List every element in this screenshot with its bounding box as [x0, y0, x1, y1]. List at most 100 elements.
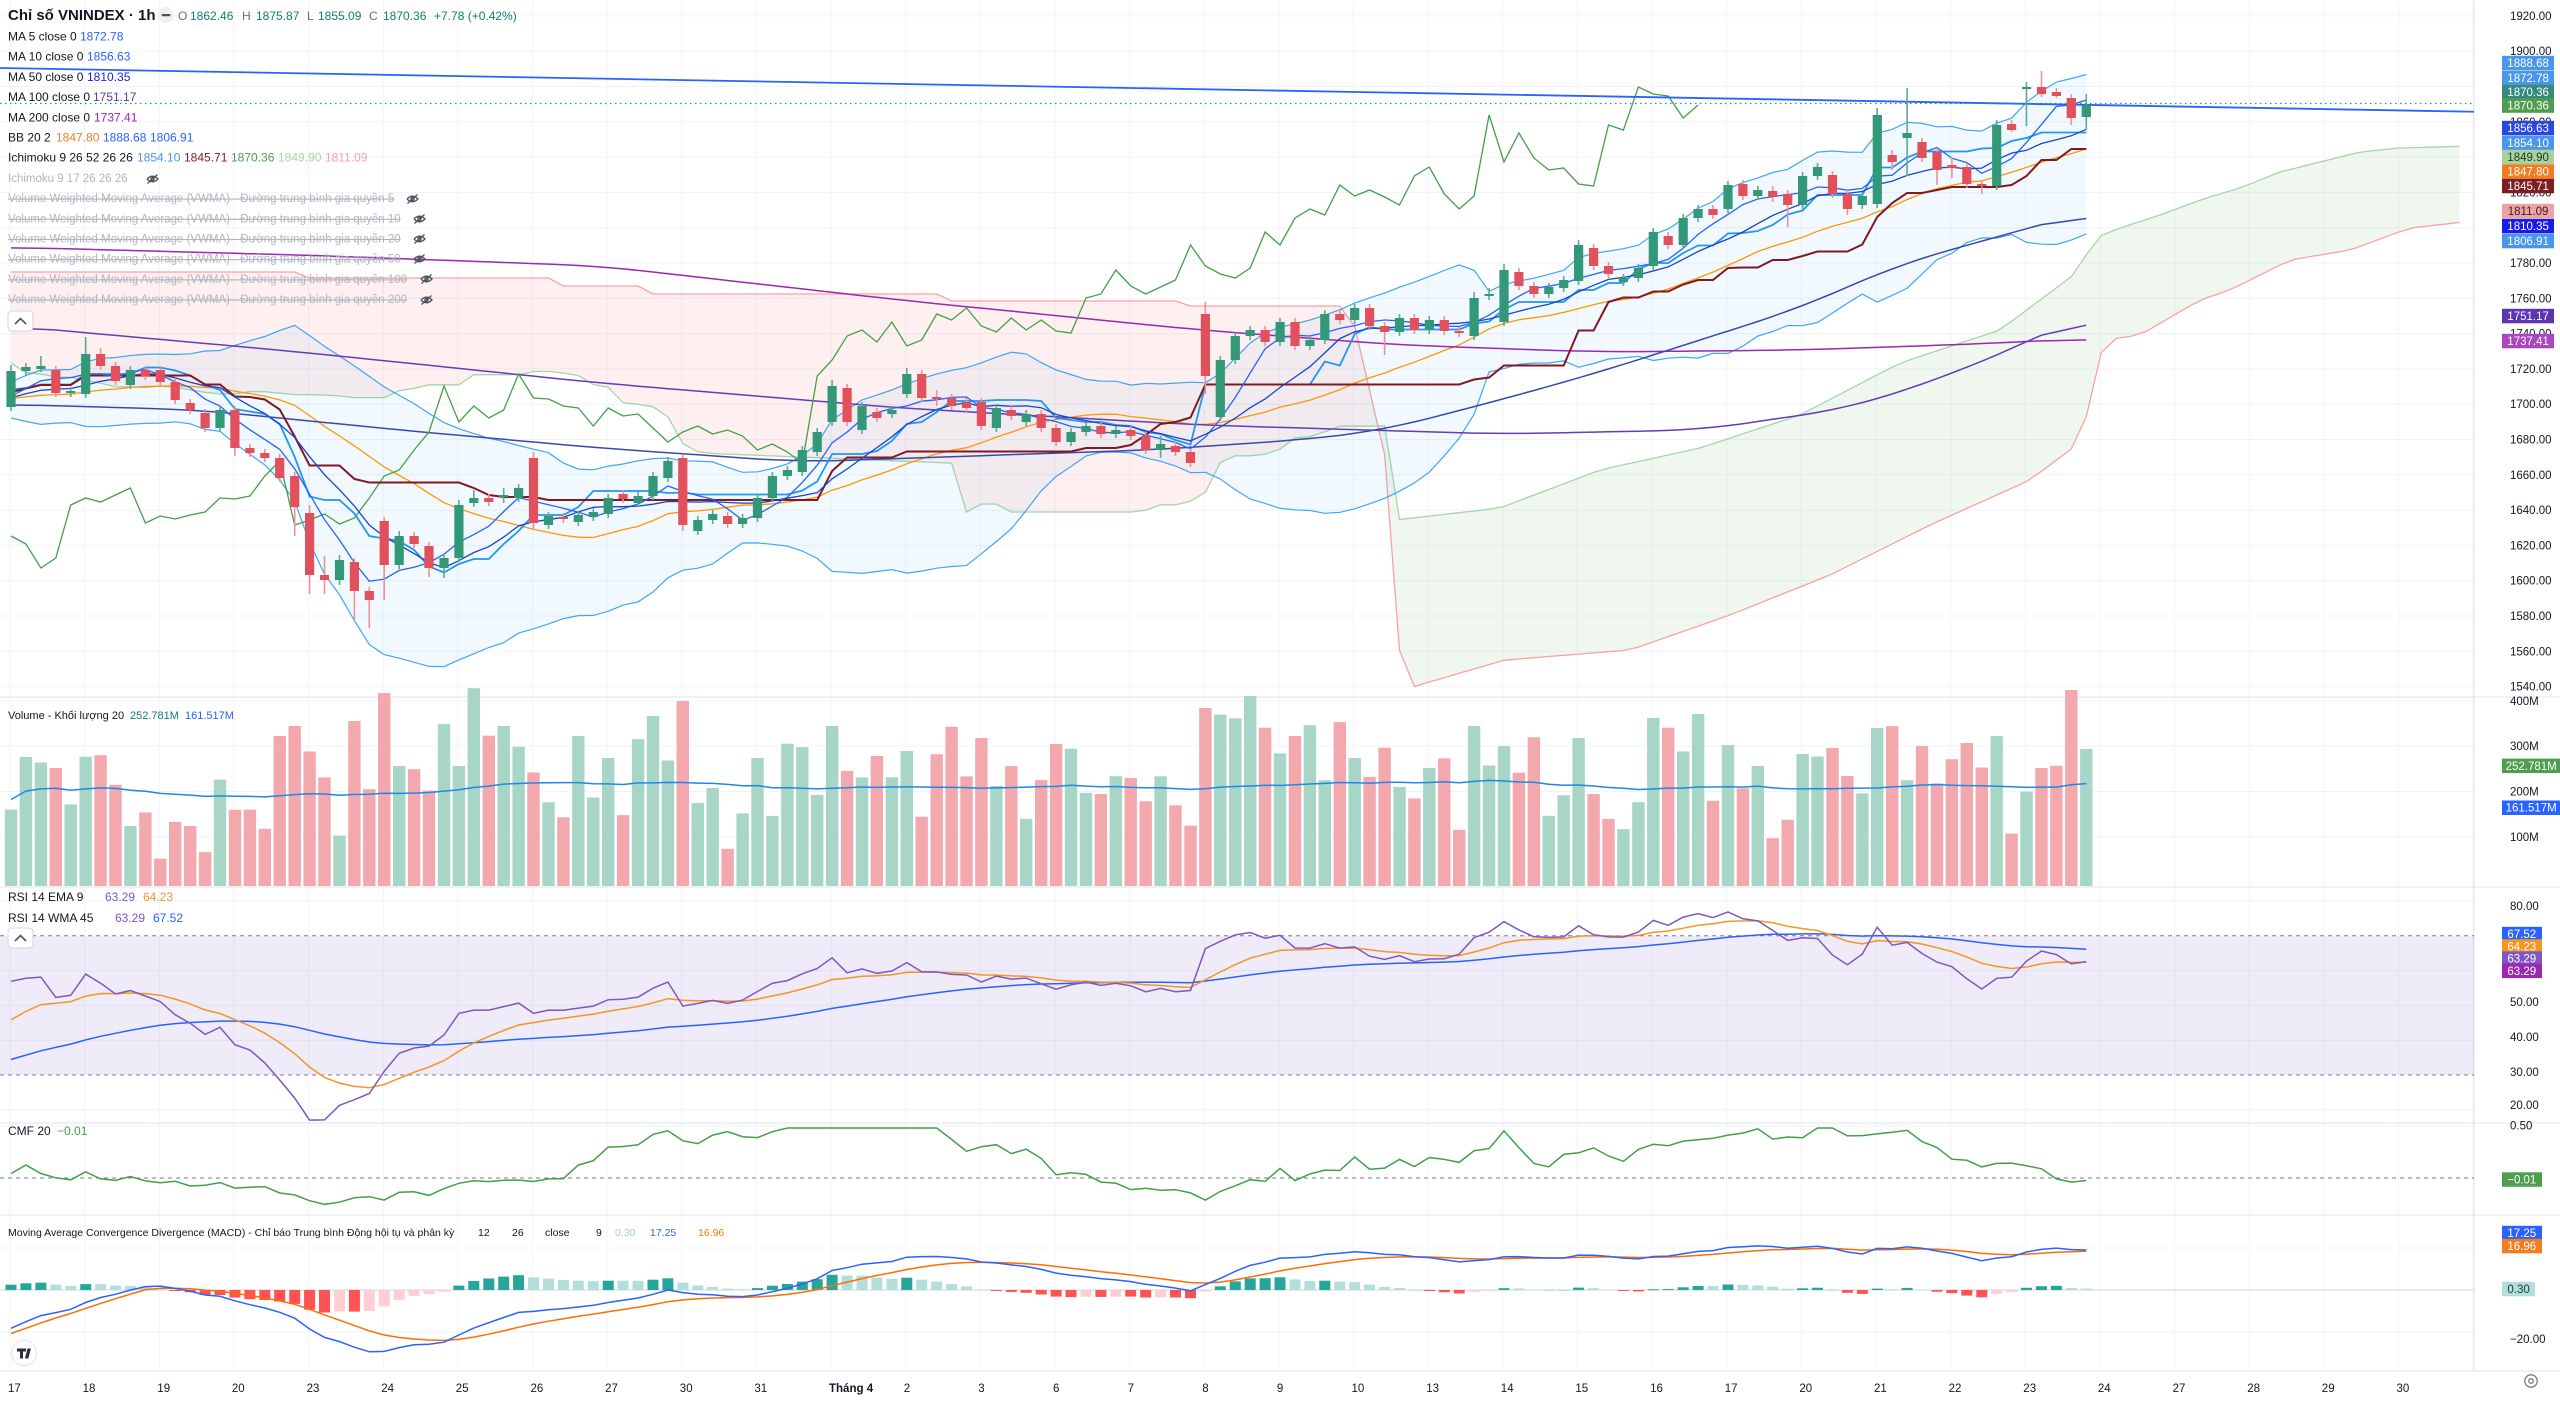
svg-text:63.29: 63.29	[115, 911, 145, 925]
svg-text:0.50: 0.50	[2510, 1121, 2532, 1133]
svg-text:1870.36: 1870.36	[383, 9, 427, 23]
svg-text:1600.00: 1600.00	[2510, 576, 2552, 588]
svg-text:1847.80: 1847.80	[2507, 167, 2549, 179]
svg-text:64.23: 64.23	[2507, 941, 2536, 953]
svg-text:1751.17: 1751.17	[2507, 311, 2549, 323]
svg-text:L: L	[307, 9, 314, 23]
svg-text:H: H	[242, 9, 251, 23]
svg-text:1854.10: 1854.10	[2507, 138, 2549, 150]
svg-text:19: 19	[157, 1383, 170, 1395]
svg-text:25: 25	[456, 1383, 469, 1395]
svg-text:18: 18	[83, 1383, 96, 1395]
svg-text:1760.00: 1760.00	[2510, 293, 2552, 305]
svg-text:27: 27	[2173, 1383, 2186, 1395]
svg-text:1806.91: 1806.91	[150, 131, 194, 145]
svg-text:1540.00: 1540.00	[2510, 682, 2552, 694]
svg-text:0.30: 0.30	[615, 1227, 636, 1239]
svg-text:1845.71: 1845.71	[184, 151, 228, 165]
svg-text:400M: 400M	[2510, 696, 2539, 708]
svg-text:0.30: 0.30	[2507, 1284, 2529, 1296]
svg-text:30.00: 30.00	[2510, 1067, 2539, 1079]
svg-text:RSI 14 WMA 45: RSI 14 WMA 45	[8, 911, 94, 925]
svg-text:16.96: 16.96	[698, 1227, 724, 1239]
svg-text:17.25: 17.25	[650, 1227, 676, 1239]
svg-text:161.517M: 161.517M	[185, 710, 234, 722]
svg-text:1870.36: 1870.36	[231, 151, 275, 165]
svg-text:3: 3	[978, 1383, 984, 1395]
svg-text:−0.01: −0.01	[2507, 1175, 2536, 1187]
svg-text:10: 10	[1352, 1383, 1365, 1395]
svg-text:1680.00: 1680.00	[2510, 435, 2552, 447]
svg-text:252.781M: 252.781M	[2506, 761, 2557, 773]
svg-text:−20.00: −20.00	[2510, 1334, 2546, 1346]
svg-text:1856.63: 1856.63	[2507, 123, 2549, 135]
svg-text:1620.00: 1620.00	[2510, 540, 2552, 552]
svg-text:27: 27	[605, 1383, 618, 1395]
svg-text:1737.41: 1737.41	[2507, 336, 2549, 348]
svg-text:67.52: 67.52	[2507, 929, 2536, 941]
svg-text:1854.10: 1854.10	[137, 151, 181, 165]
svg-text:1870.36: 1870.36	[2507, 87, 2549, 99]
svg-text:28: 28	[2247, 1383, 2260, 1395]
svg-text:14: 14	[1501, 1383, 1514, 1395]
svg-text:50.00: 50.00	[2510, 997, 2539, 1009]
svg-text:1810.35: 1810.35	[2507, 221, 2549, 233]
svg-text:1660.00: 1660.00	[2510, 470, 2552, 482]
svg-text:63.29: 63.29	[2507, 954, 2536, 966]
svg-text:15: 15	[1575, 1383, 1588, 1395]
svg-text:1888.68: 1888.68	[103, 131, 147, 145]
svg-text:40.00: 40.00	[2510, 1032, 2539, 1044]
svg-text:MA 50 close 0: MA 50 close 0	[8, 70, 84, 84]
svg-text:22: 22	[1949, 1383, 1962, 1395]
svg-text:O: O	[178, 9, 187, 23]
svg-text:MA 100 close 0: MA 100 close 0	[8, 90, 90, 104]
svg-text:9: 9	[1277, 1383, 1283, 1395]
svg-text:23: 23	[307, 1383, 320, 1395]
svg-text:30: 30	[680, 1383, 693, 1395]
svg-text:1560.00: 1560.00	[2510, 646, 2552, 658]
svg-text:1849.90: 1849.90	[2507, 152, 2549, 164]
svg-text:BB 20 2: BB 20 2	[8, 131, 51, 145]
svg-text:MA 10 close 0: MA 10 close 0	[8, 50, 84, 64]
svg-text:Chỉ số VNINDEX · 1h: Chỉ số VNINDEX · 1h	[8, 7, 156, 24]
svg-text:7: 7	[1128, 1383, 1134, 1395]
svg-text:1888.68: 1888.68	[2507, 58, 2549, 70]
svg-text:1855.09: 1855.09	[318, 9, 362, 23]
svg-text:1870.36: 1870.36	[2507, 101, 2549, 113]
svg-text:MA 5 close 0: MA 5 close 0	[8, 30, 77, 44]
svg-text:Ichimoku 9 26 52 26 26: Ichimoku 9 26 52 26 26	[8, 151, 133, 165]
svg-text:24: 24	[381, 1383, 394, 1395]
svg-text:1780.00: 1780.00	[2510, 258, 2552, 270]
svg-text:20: 20	[232, 1383, 245, 1395]
svg-text:Volume Weighted Moving Average: Volume Weighted Moving Average (VWMA) - …	[8, 254, 401, 266]
svg-text:26: 26	[531, 1383, 544, 1395]
svg-text:1580.00: 1580.00	[2510, 611, 2552, 623]
svg-text:Ichimoku 9 17 26 26 26: Ichimoku 9 17 26 26 26	[8, 173, 128, 185]
svg-text:MA 200 close 0: MA 200 close 0	[8, 110, 90, 124]
svg-text:20: 20	[1799, 1383, 1812, 1395]
svg-text:23: 23	[2023, 1383, 2036, 1395]
svg-text:30: 30	[2397, 1383, 2410, 1395]
svg-text:200M: 200M	[2510, 787, 2539, 799]
svg-text:67.52: 67.52	[153, 911, 183, 925]
svg-text:8: 8	[1202, 1383, 1208, 1395]
svg-text:Volume Weighted Moving Average: Volume Weighted Moving Average (VWMA) - …	[8, 274, 407, 286]
svg-text:6: 6	[1053, 1383, 1059, 1395]
svg-text:1875.87: 1875.87	[256, 9, 300, 23]
svg-text:300M: 300M	[2510, 741, 2539, 753]
svg-text:Volume Weighted Moving Average: Volume Weighted Moving Average (VWMA) - …	[8, 294, 407, 306]
svg-text:−0.01: −0.01	[57, 1124, 88, 1138]
svg-text:1811.09: 1811.09	[2508, 206, 2549, 218]
svg-text:252.781M: 252.781M	[130, 710, 179, 722]
svg-text:17: 17	[1725, 1383, 1738, 1395]
svg-text:13: 13	[1426, 1383, 1439, 1395]
svg-text:Volume Weighted Moving Average: Volume Weighted Moving Average (VWMA) - …	[8, 193, 394, 205]
svg-text:1900.00: 1900.00	[2510, 46, 2552, 58]
svg-text:16.96: 16.96	[2507, 1241, 2536, 1253]
svg-text:29: 29	[2322, 1383, 2335, 1395]
svg-text:1856.63: 1856.63	[87, 50, 131, 64]
svg-text:24: 24	[2098, 1383, 2111, 1395]
svg-text:Moving Average Convergence Div: Moving Average Convergence Divergence (M…	[8, 1227, 455, 1239]
svg-text:1872.78: 1872.78	[80, 30, 124, 44]
svg-text:RSI 14 EMA 9: RSI 14 EMA 9	[8, 890, 84, 904]
